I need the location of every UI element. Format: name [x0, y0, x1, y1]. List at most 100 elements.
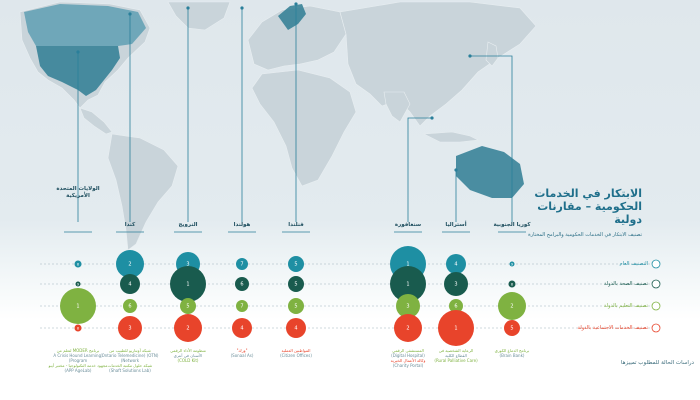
- handshake-icon: [651, 323, 661, 333]
- bubble: [123, 299, 137, 313]
- bubble: [498, 292, 526, 320]
- bubble-label: 4: [240, 326, 243, 332]
- leader-line: [470, 55, 513, 222]
- country-label: سنغافورة: [394, 222, 422, 228]
- bubble-label: 7: [240, 304, 243, 310]
- bubble: [444, 272, 468, 296]
- example-line: (Sonaal As): [230, 353, 254, 358]
- bubble-label: 3: [186, 262, 189, 268]
- chart-subtitle: تصنيف الابتكار في الخدمات الحكومية والبر…: [528, 232, 642, 238]
- example-line: برنامج MODER لتعلم من: [56, 348, 100, 353]
- leader-dot: [294, 2, 298, 6]
- map-canada-highlight: [24, 4, 146, 46]
- bubble: [120, 274, 140, 294]
- example-line: (Shaft Solutions Lab): [109, 368, 151, 373]
- bubble: [180, 298, 196, 314]
- bubble-label: 3: [128, 326, 131, 332]
- leader-dot: [430, 116, 434, 120]
- bubble-label: 3: [454, 282, 457, 288]
- bubble-label: 4: [454, 262, 457, 268]
- side-note: دراسات الحالة للمطلوب تمييزها: [620, 360, 694, 366]
- bubble-label: 2: [186, 326, 189, 332]
- country-label: الولايات المتحدة الأمريكية: [56, 186, 100, 199]
- map-australia-highlight: [456, 146, 524, 198]
- leader-lines: [64, 2, 526, 233]
- leader-line: [407, 117, 432, 222]
- bubble: [504, 320, 520, 336]
- example-line: الرعاية الشخصية في: [438, 348, 474, 353]
- bubble: [236, 258, 248, 270]
- bubble-label: 5: [186, 304, 189, 310]
- example-line: (Brain Bank): [499, 353, 525, 358]
- bubble-label: 2: [128, 262, 131, 268]
- example-label: برنامج MODER لتعلم من (A Crisis Hound Lea…: [46, 348, 110, 373]
- example-line: القطاع الكلية: [445, 353, 467, 358]
- bubble: [116, 250, 144, 278]
- bubble-label: 2: [406, 326, 409, 332]
- bubble: [232, 318, 252, 338]
- bubble-label: 8: [77, 263, 79, 267]
- bubble-label: 2: [510, 304, 513, 310]
- bubble-label: 5: [510, 326, 513, 332]
- example-label: المواطنين العملية (Citizen Offices): [264, 348, 328, 358]
- country-label: النرويج: [178, 222, 198, 228]
- bubble: [75, 281, 81, 287]
- leader-dot: [454, 168, 458, 172]
- map-greenland: [167, 1, 231, 31]
- bubble: [288, 256, 304, 272]
- map-central-america: [79, 107, 113, 135]
- row-label: تصنيف الصحة بالدولة: [604, 281, 648, 287]
- bubble: [396, 294, 420, 318]
- example-line: برنامج الدماغ الكوري: [494, 348, 530, 353]
- bubble-label: 5: [294, 304, 297, 310]
- example-line: المستشفى الرقمي: [392, 348, 424, 353]
- bubble: [174, 314, 202, 342]
- country-label: هولندا: [233, 222, 251, 228]
- leader-dot: [128, 12, 132, 16]
- map-india: [383, 91, 411, 123]
- example-line: (OTN) (Ontario Telemedicine Network): [101, 353, 159, 363]
- example-line: الأسنان في أنتري: [173, 353, 203, 358]
- map-indonesia: [422, 131, 480, 143]
- leader-dot: [76, 50, 80, 54]
- row-label: تصنيف الخدمات الاجتماعية بالدولة: [577, 325, 648, 331]
- bubble-label: 6: [454, 304, 457, 310]
- bubble-label: 9: [511, 263, 513, 267]
- example-label: منظومة الأداء الرقمي الأسنان في أنتري (COL…: [156, 348, 220, 363]
- example-line: (Citizen Offices): [280, 353, 312, 358]
- map-asia: [339, 1, 537, 127]
- bubble: [288, 298, 304, 314]
- bubble-label: 8: [511, 283, 513, 287]
- bubble: [60, 288, 96, 324]
- leader-dot: [240, 6, 244, 10]
- example-line: مجهود خدمة التكنولوجيا - مختبر أيبو: [48, 363, 108, 368]
- bubble-label: 4: [128, 282, 131, 288]
- map-europe: [247, 5, 347, 71]
- example-line: (COLD Kit): [177, 358, 199, 363]
- graduation-cap-icon: [651, 301, 661, 311]
- row-label: تصنيف التعليم بالدولة: [603, 303, 648, 309]
- map-japan: [485, 41, 499, 67]
- bubble: [236, 300, 248, 312]
- example-line: (Rural Palliative Care): [434, 358, 478, 363]
- bubble-label: 6: [128, 304, 131, 310]
- map-south-america: [107, 133, 179, 251]
- bubble: [170, 266, 206, 302]
- bubble: [74, 324, 82, 332]
- example-line: (APP AgeLab): [64, 368, 92, 373]
- example-line: منظومة الأداء الرقمي: [170, 348, 206, 353]
- bubble-label: 1: [454, 326, 457, 332]
- example-label: الرعاية الشخصية في القطاع الكلية (Rural Pa…: [424, 348, 488, 363]
- example-line: شبكة أونتاريو للطبيب من: [109, 348, 151, 353]
- leader-dot: [468, 54, 472, 58]
- example-label: المستشفى الرقمي (Digital Hospital) وكالة ا…: [376, 348, 440, 368]
- bubble: [394, 314, 422, 342]
- refresh-icon: [651, 259, 661, 269]
- map-africa: [251, 69, 357, 187]
- example-line: "ورك": [236, 348, 248, 353]
- bubble-label: 9: [77, 283, 79, 287]
- map-nordic-highlight: [278, 4, 306, 30]
- bubble: [438, 310, 474, 346]
